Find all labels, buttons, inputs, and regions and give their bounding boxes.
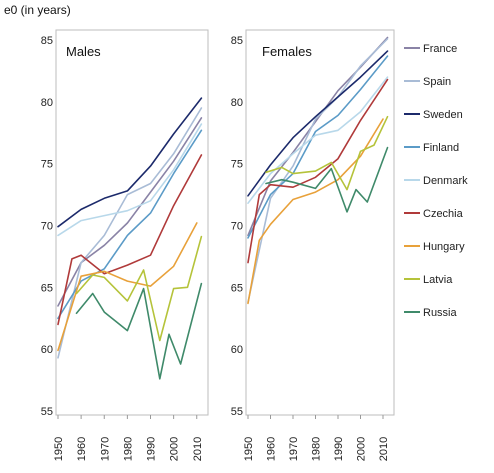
males-series-line-denmark bbox=[57, 123, 203, 237]
legend-label-finland: Finland bbox=[423, 142, 459, 154]
males-series-line-russia bbox=[75, 282, 203, 380]
females-y-tick-label: 55 bbox=[231, 406, 243, 418]
males-series-line-czechia bbox=[57, 154, 203, 326]
females-series-line-finland bbox=[247, 55, 389, 239]
females-x-tick-label: 1970 bbox=[288, 437, 300, 461]
males-y-tick-label: 55 bbox=[41, 406, 53, 418]
females-series-line-russia bbox=[265, 146, 389, 213]
males-series-line-sweden bbox=[57, 97, 203, 228]
legend-label-france: France bbox=[423, 43, 457, 55]
males-y-tick-label: 75 bbox=[41, 159, 53, 171]
females-series-line-spain bbox=[247, 38, 389, 303]
legend-label-czechia: Czechia bbox=[423, 208, 464, 220]
legend-label-russia: Russia bbox=[423, 307, 458, 319]
males-x-tick-label: 1950 bbox=[53, 437, 65, 461]
males-series-line-finland bbox=[57, 129, 203, 320]
females-series-line-latvia bbox=[265, 115, 389, 191]
males-y-tick-label: 70 bbox=[41, 221, 53, 233]
females-y-tick-label: 75 bbox=[231, 159, 243, 171]
legend: France Spain Sweden Finland Denmark Czechia Hu… bbox=[404, 43, 468, 319]
males-panel: Males 55 60 65 70 75 80 85 1950 1960 1970 1980 199… bbox=[41, 29, 209, 461]
females-x-tick-label: 2010 bbox=[378, 437, 390, 461]
males-x-ticks: 1950 1960 1970 1980 1990 2000 2010 bbox=[53, 415, 204, 461]
males-series-lines bbox=[57, 97, 203, 380]
females-y-ticks: 55 60 65 70 75 80 85 bbox=[231, 35, 243, 418]
females-x-tick-label: 1990 bbox=[333, 437, 345, 461]
males-y-tick-label: 60 bbox=[41, 344, 53, 356]
males-x-tick-label: 2000 bbox=[169, 437, 181, 461]
males-series-line-spain bbox=[57, 107, 203, 359]
females-series-lines bbox=[247, 36, 389, 305]
females-x-tick-label: 1950 bbox=[243, 437, 255, 461]
y-axis-label: e0 (in years) bbox=[4, 3, 71, 17]
females-series-line-denmark bbox=[247, 76, 389, 204]
legend-label-hungary: Hungary bbox=[423, 241, 465, 253]
females-panel-title: Females bbox=[262, 44, 312, 59]
males-y-tick-label: 65 bbox=[41, 282, 53, 294]
females-y-tick-label: 85 bbox=[231, 35, 243, 47]
males-series-line-hungary bbox=[57, 222, 198, 352]
males-series-line-latvia bbox=[75, 235, 203, 342]
males-x-tick-label: 1980 bbox=[122, 437, 134, 461]
males-x-tick-label: 1960 bbox=[76, 437, 88, 461]
females-y-tick-label: 60 bbox=[231, 344, 243, 356]
males-y-tick-label: 85 bbox=[41, 35, 53, 47]
males-panel-title: Males bbox=[66, 44, 101, 59]
legend-label-denmark: Denmark bbox=[423, 175, 468, 187]
legend-label-spain: Spain bbox=[423, 76, 451, 88]
males-plot-frame bbox=[55, 29, 209, 416]
females-y-tick-label: 65 bbox=[231, 282, 243, 294]
females-y-tick-label: 70 bbox=[231, 221, 243, 233]
males-x-tick-label: 1970 bbox=[99, 437, 111, 461]
males-y-tick-label: 80 bbox=[41, 97, 53, 109]
females-y-tick-label: 80 bbox=[231, 97, 243, 109]
males-y-ticks: 55 60 65 70 75 80 85 bbox=[41, 35, 53, 418]
legend-label-latvia: Latvia bbox=[423, 274, 453, 286]
females-x-tick-label: 2000 bbox=[356, 437, 368, 461]
females-series-line-sweden bbox=[247, 50, 389, 197]
females-x-tick-label: 1960 bbox=[266, 437, 278, 461]
females-plot-frame bbox=[245, 29, 395, 416]
males-x-tick-label: 1990 bbox=[146, 437, 158, 461]
males-x-tick-label: 2010 bbox=[192, 437, 204, 461]
females-x-ticks: 1950 1960 1970 1980 1990 2000 2010 bbox=[243, 415, 390, 461]
legend-label-sweden: Sweden bbox=[423, 109, 463, 121]
females-series-line-czechia bbox=[247, 78, 389, 264]
females-x-tick-label: 1980 bbox=[311, 437, 323, 461]
